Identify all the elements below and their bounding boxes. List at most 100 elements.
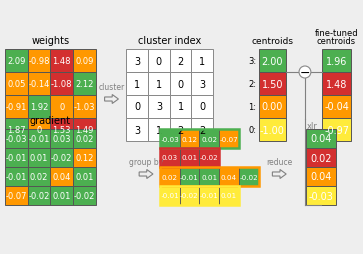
Bar xyxy=(219,167,239,186)
Text: 0.09: 0.09 xyxy=(75,57,94,66)
Text: 0.01: 0.01 xyxy=(182,155,197,161)
Text: cluster index: cluster index xyxy=(138,36,201,46)
Text: -0.01: -0.01 xyxy=(28,134,50,144)
Bar xyxy=(5,167,28,186)
Text: 1.92: 1.92 xyxy=(30,103,48,112)
Text: 1.53: 1.53 xyxy=(52,125,71,134)
Bar xyxy=(322,96,351,119)
Bar xyxy=(170,73,191,96)
Text: -0.07: -0.07 xyxy=(220,136,238,142)
Bar xyxy=(306,148,335,167)
Text: 2: 2 xyxy=(199,125,205,135)
Bar xyxy=(126,119,148,141)
Bar xyxy=(180,186,199,205)
Bar xyxy=(199,148,219,167)
Text: 1: 1 xyxy=(156,125,162,135)
Bar xyxy=(160,130,239,148)
Text: 0.01: 0.01 xyxy=(201,174,217,180)
Bar xyxy=(191,73,213,96)
Text: 0.02: 0.02 xyxy=(75,134,94,144)
Bar xyxy=(180,130,199,148)
Text: 1.48: 1.48 xyxy=(326,79,347,89)
Text: 3: 3 xyxy=(199,79,205,89)
Text: centroids: centroids xyxy=(252,37,293,46)
Text: 0.02: 0.02 xyxy=(162,174,178,180)
Bar xyxy=(5,186,28,205)
Bar xyxy=(73,96,96,119)
Text: 0.04: 0.04 xyxy=(221,174,237,180)
Text: 0.01: 0.01 xyxy=(221,193,237,199)
Bar xyxy=(73,167,96,186)
Text: 0.05: 0.05 xyxy=(7,80,25,89)
Text: -0.03: -0.03 xyxy=(5,134,27,144)
Text: 0.03: 0.03 xyxy=(162,155,178,161)
Text: 2: 2 xyxy=(178,56,184,66)
Text: -0.02: -0.02 xyxy=(28,191,50,200)
Bar xyxy=(219,186,239,205)
Bar xyxy=(170,96,191,119)
Text: 1: 1 xyxy=(199,56,205,66)
Bar xyxy=(126,96,148,119)
Bar xyxy=(73,148,96,167)
Bar xyxy=(199,186,219,205)
Text: 2:: 2: xyxy=(249,80,257,89)
Bar xyxy=(28,130,50,148)
Text: -0.01: -0.01 xyxy=(160,193,179,199)
Bar xyxy=(258,50,286,73)
Text: 0.12: 0.12 xyxy=(75,153,94,162)
Text: -0.03: -0.03 xyxy=(160,136,179,142)
Text: -0.03: -0.03 xyxy=(308,191,333,201)
Text: -0.01: -0.01 xyxy=(180,174,199,180)
Text: 0.01: 0.01 xyxy=(75,172,94,181)
Bar xyxy=(306,167,335,186)
Circle shape xyxy=(299,67,311,79)
Bar xyxy=(50,167,73,186)
Text: -0.14: -0.14 xyxy=(28,80,50,89)
Bar xyxy=(50,73,73,96)
Text: 0.01: 0.01 xyxy=(30,153,48,162)
Bar xyxy=(50,96,73,119)
Text: 2.00: 2.00 xyxy=(262,56,283,66)
Bar xyxy=(322,73,351,96)
Bar xyxy=(160,130,180,148)
Text: 0.01: 0.01 xyxy=(53,191,71,200)
Text: 3:: 3: xyxy=(248,57,257,66)
Bar xyxy=(50,130,73,148)
Text: fine-tuned: fine-tuned xyxy=(315,29,358,38)
Text: 0: 0 xyxy=(199,102,205,112)
Bar xyxy=(50,148,73,167)
Bar xyxy=(199,130,219,148)
Bar xyxy=(5,50,28,73)
Bar xyxy=(160,167,258,186)
Bar xyxy=(126,73,148,96)
Text: 1:: 1: xyxy=(249,103,257,112)
Text: cluster: cluster xyxy=(98,83,125,92)
Text: 0: 0 xyxy=(36,125,42,134)
Bar xyxy=(191,96,213,119)
Text: 0.04: 0.04 xyxy=(53,172,71,181)
Bar xyxy=(28,73,50,96)
Text: 0.02: 0.02 xyxy=(30,172,48,181)
Text: group by: group by xyxy=(129,157,163,166)
Text: 0.02: 0.02 xyxy=(201,136,217,142)
Bar xyxy=(306,186,335,205)
Bar xyxy=(28,167,50,186)
Bar xyxy=(5,73,28,96)
Text: -0.04: -0.04 xyxy=(324,102,349,112)
Bar xyxy=(322,119,351,141)
Bar xyxy=(73,73,96,96)
Text: 1: 1 xyxy=(134,79,140,89)
Bar xyxy=(148,119,170,141)
Text: 3: 3 xyxy=(134,56,140,66)
Text: -0.02: -0.02 xyxy=(180,193,199,199)
Bar xyxy=(5,119,28,141)
Text: 0: 0 xyxy=(156,56,162,66)
Bar xyxy=(322,50,351,73)
Text: -1.03: -1.03 xyxy=(74,103,95,112)
Bar xyxy=(306,130,335,148)
Text: -0.97: -0.97 xyxy=(324,125,349,135)
Text: 1.50: 1.50 xyxy=(262,79,283,89)
Bar xyxy=(50,119,73,141)
Bar xyxy=(50,186,73,205)
Bar xyxy=(73,119,96,141)
